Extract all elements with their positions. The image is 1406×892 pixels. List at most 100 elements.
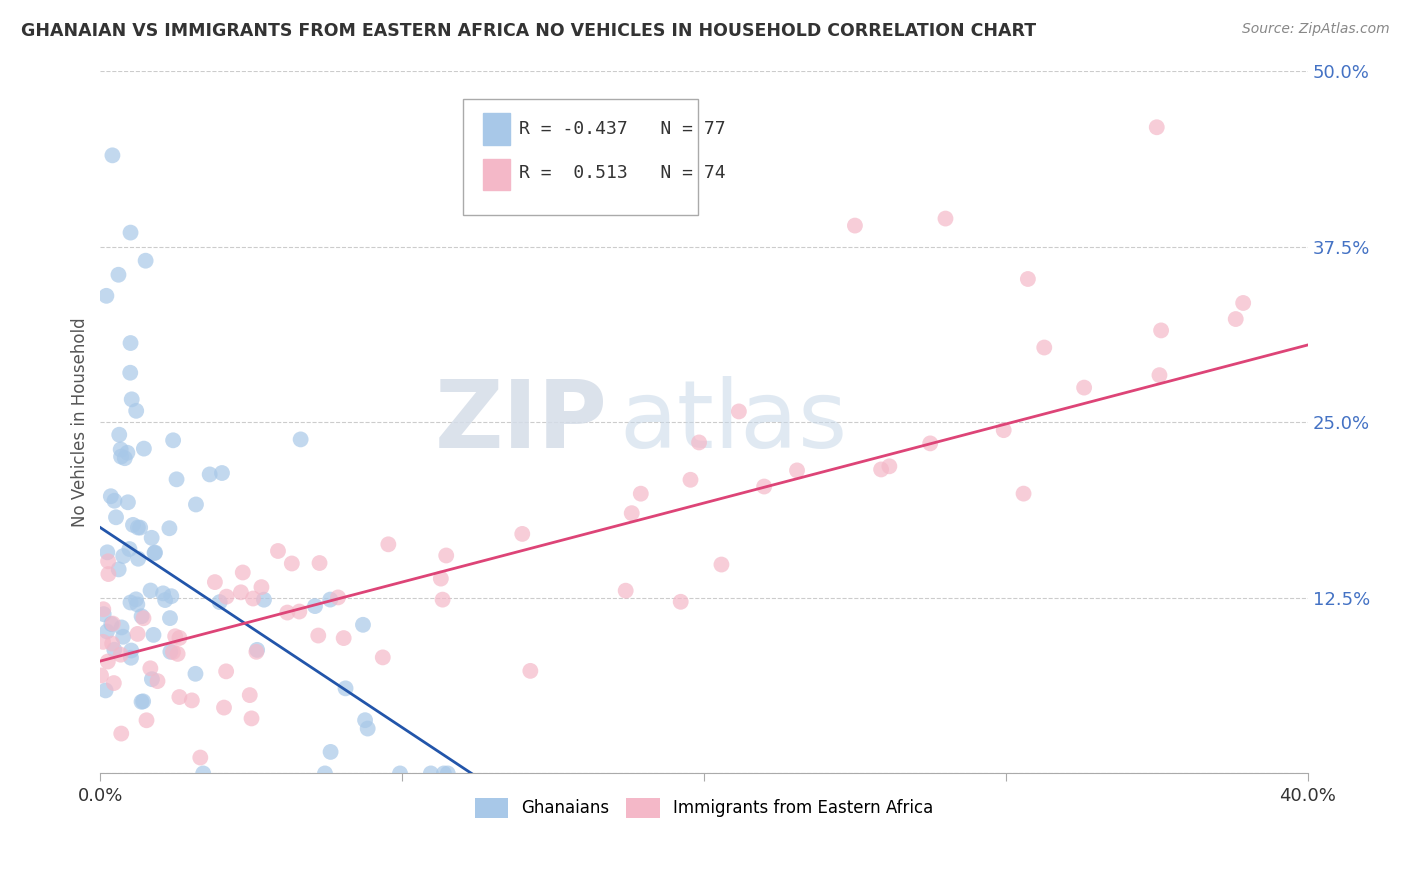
Point [143, 546, 166, 560]
Point [139, 583, 162, 598]
Point [419, 766, 441, 780]
Point [1033, 341, 1056, 355]
Point [97, 567, 120, 582]
Point [131, 695, 153, 709]
Point [166, 647, 188, 661]
Point [169, 690, 191, 704]
Point [100, 489, 122, 503]
Point [240, 711, 263, 725]
Point [90, 668, 112, 682]
Point [91, 602, 114, 616]
Point [332, 631, 354, 645]
Point [679, 473, 702, 487]
Point [276, 606, 298, 620]
Point [103, 676, 125, 690]
Point [281, 557, 304, 571]
Point [129, 520, 152, 534]
Point [620, 506, 643, 520]
Point [114, 451, 136, 466]
Point [308, 556, 330, 570]
Point [239, 688, 262, 702]
Point [117, 495, 139, 509]
Point [433, 766, 456, 780]
Point [211, 466, 233, 480]
Point [1232, 296, 1254, 310]
Point [157, 521, 180, 535]
Point [1073, 381, 1095, 395]
Point [1149, 368, 1171, 383]
Point [101, 637, 124, 651]
Point [152, 586, 174, 600]
Point [112, 549, 135, 563]
Point [162, 645, 184, 659]
Point [105, 510, 128, 524]
Bar [484, 113, 509, 145]
Point [1012, 486, 1035, 500]
FancyBboxPatch shape [463, 99, 697, 215]
Point [319, 592, 342, 607]
Point [146, 674, 169, 689]
Point [162, 434, 184, 448]
Point [232, 566, 254, 580]
Point [870, 462, 893, 476]
Point [127, 627, 149, 641]
Point [319, 745, 342, 759]
Point [131, 609, 153, 624]
Point [159, 611, 181, 625]
Point [108, 427, 131, 442]
Point [100, 617, 122, 632]
Point [245, 645, 267, 659]
Point [184, 666, 207, 681]
Point [117, 446, 139, 460]
Point [165, 629, 187, 643]
Point [510, 527, 533, 541]
Point [786, 463, 808, 477]
Point [160, 589, 183, 603]
Y-axis label: No Vehicles in Household: No Vehicles in Household [72, 318, 89, 527]
Point [94, 683, 117, 698]
Point [110, 450, 132, 464]
Point [267, 544, 290, 558]
Point [153, 593, 176, 607]
Point [143, 545, 166, 559]
Point [91, 635, 114, 649]
Point [242, 591, 264, 606]
Point [326, 591, 349, 605]
Point [110, 726, 132, 740]
Point [377, 537, 399, 551]
Point [1150, 323, 1173, 337]
Point [357, 722, 380, 736]
Point [304, 599, 326, 613]
Point [132, 611, 155, 625]
Point [354, 713, 377, 727]
Point [120, 595, 142, 609]
Point [669, 595, 692, 609]
Point [934, 211, 956, 226]
Point [434, 549, 457, 563]
Point [519, 664, 541, 678]
Point [120, 226, 142, 240]
Point [290, 433, 312, 447]
Point [127, 520, 149, 534]
Point [371, 650, 394, 665]
Point [993, 423, 1015, 437]
Text: GHANAIAN VS IMMIGRANTS FROM EASTERN AFRICA NO VEHICLES IN HOUSEHOLD CORRELATION : GHANAIAN VS IMMIGRANTS FROM EASTERN AFRI… [21, 22, 1036, 40]
Text: Source: ZipAtlas.com: Source: ZipAtlas.com [1241, 22, 1389, 37]
Point [96, 545, 118, 559]
Point [193, 766, 215, 780]
Point [120, 650, 142, 665]
Point [169, 631, 191, 645]
Point [103, 493, 125, 508]
Point [110, 442, 132, 457]
Point [335, 681, 357, 696]
Point [96, 624, 118, 639]
Point [120, 643, 142, 657]
Point [436, 766, 458, 780]
Point [879, 459, 901, 474]
Point [122, 517, 145, 532]
Point [101, 148, 124, 162]
Point [314, 766, 336, 780]
Point [120, 366, 142, 380]
Point [430, 572, 453, 586]
Point [120, 336, 142, 351]
